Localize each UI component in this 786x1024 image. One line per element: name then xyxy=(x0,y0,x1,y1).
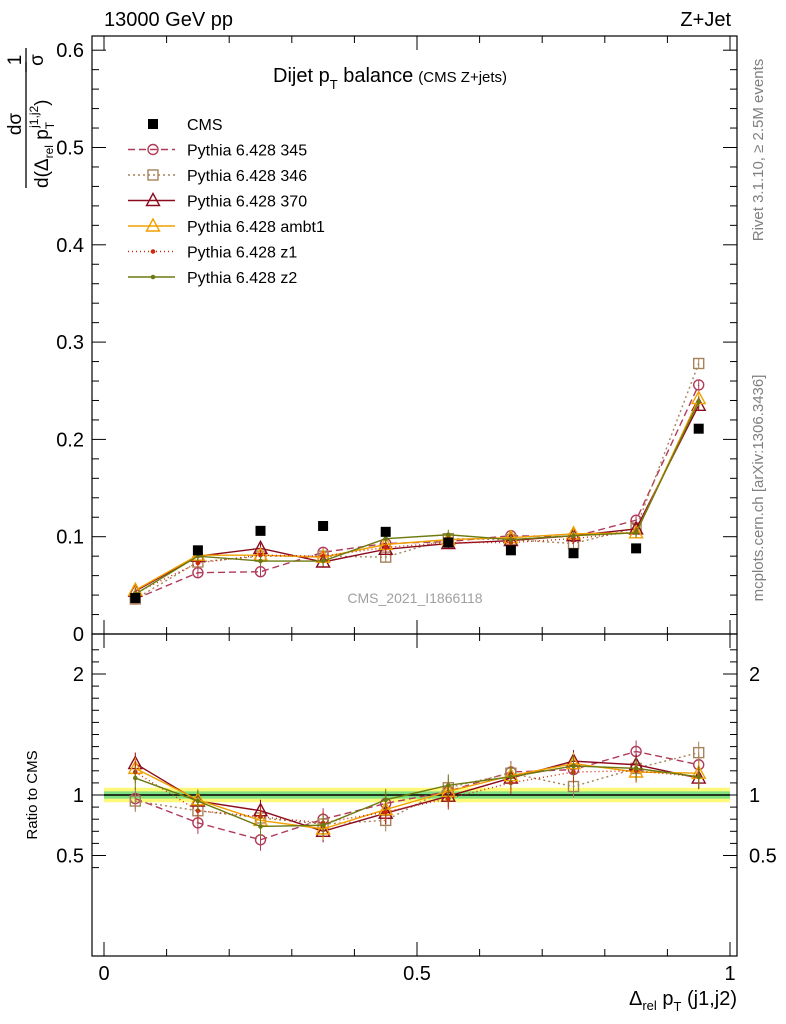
series-2-point xyxy=(378,540,394,556)
series-5-point xyxy=(508,537,514,542)
ratio-5-point xyxy=(195,798,201,804)
legend-marker-0 xyxy=(147,143,159,156)
ratio-series-group xyxy=(127,740,707,851)
cms-data-point xyxy=(130,592,141,603)
series-5-point xyxy=(383,536,389,541)
ratio-y-tick-label-right: 0.5 xyxy=(749,846,777,868)
series-5-point xyxy=(320,558,326,564)
series-line-0 xyxy=(135,384,700,600)
main-y-tick-label: 0 xyxy=(73,624,84,646)
ratio-5-point xyxy=(258,824,263,829)
mcplots-label: mcplots.cern.ch [arXiv:1306.3436] xyxy=(750,375,767,602)
legend-label-2: Pythia 6.428 370 xyxy=(187,194,307,211)
legend-label-3: Pythia 6.428 ambt1 xyxy=(187,219,325,236)
series-1-point xyxy=(693,357,705,370)
main-y-tick-label: 0.6 xyxy=(56,40,84,62)
ratio-5-point xyxy=(633,766,639,771)
legend-label-0: Pythia 6.428 345 xyxy=(187,143,307,160)
y-label-dsigma: dσ xyxy=(5,113,26,136)
process-label: Z+Jet xyxy=(680,9,731,31)
legend-label-4: Pythia 6.428 z1 xyxy=(187,245,297,262)
ratio-y-tick-label-right: 2 xyxy=(749,664,760,686)
main-y-tick-label: 0.1 xyxy=(56,527,84,549)
ratio-line-5 xyxy=(135,765,699,828)
y-label-numerator-one: 1 xyxy=(5,55,26,66)
series-line-4 xyxy=(134,401,700,594)
rivet-label: Rivet 3.1.10, ≥ 2.5M events xyxy=(750,59,767,242)
x-axis-label: Δrel pT (j1,j2) xyxy=(629,988,737,1014)
x-tick-label: 0 xyxy=(98,963,109,985)
cms-data-point xyxy=(505,545,516,556)
series-5-point xyxy=(258,558,263,564)
main-series-group xyxy=(127,357,707,605)
main-axis-ticks: 0 0.1 0.2 0.3 0.4 0.5 0.6 xyxy=(56,36,737,646)
series-4-point xyxy=(383,545,389,550)
series-0-point xyxy=(693,379,705,391)
ratio-5-point xyxy=(320,822,326,828)
x-tick-label: 0.5 xyxy=(403,963,431,985)
main-y-axis-label: 1 σ dσ d(Δrel pTj1,j2) xyxy=(5,48,57,188)
series-4-point xyxy=(195,560,201,566)
energy-label: 13000 GeV pp xyxy=(104,9,233,31)
series-line-1 xyxy=(134,363,700,600)
legend-label-1: Pythia 6.428 346 xyxy=(187,168,307,185)
y-label-denominator: d(Δrel pTj1,j2) xyxy=(27,100,57,188)
x-tick-label: 1 xyxy=(724,963,735,985)
ratio-line-0 xyxy=(135,750,699,841)
ratio-5-point xyxy=(446,783,451,788)
cms-data-point xyxy=(380,526,391,537)
cms-data-point xyxy=(192,545,203,556)
legend-label-5: Pythia 6.428 z2 xyxy=(187,270,297,287)
cms-data-point xyxy=(631,543,642,554)
ratio-5-point xyxy=(696,774,702,780)
y-label-sigma: σ xyxy=(27,54,48,66)
cms-data-point xyxy=(443,537,454,548)
ratio-4-point xyxy=(446,796,451,801)
series-5-point xyxy=(446,532,451,538)
ratio-5-point xyxy=(508,774,514,780)
ratio-y-tick-label: 1 xyxy=(73,785,84,807)
analysis-watermark: CMS_2021_I1866118 xyxy=(347,590,482,606)
plot-title: Dijet pT balance (CMS Z+jets) xyxy=(273,65,507,92)
legend-marker-5 xyxy=(150,274,156,280)
ratio-1-point xyxy=(693,746,705,759)
legend-marker-2 xyxy=(145,192,161,207)
series-0-point xyxy=(254,566,267,578)
series-line-2 xyxy=(134,405,700,592)
ratio-5-point xyxy=(383,797,389,803)
cms-data-markers xyxy=(130,423,704,603)
main-y-tick-label: 0.4 xyxy=(56,235,84,257)
ratio-y-tick-label: 0.5 xyxy=(56,846,84,868)
main-y-tick-label: 0.5 xyxy=(56,138,84,160)
ratio-y-axis-label: Ratio to CMS xyxy=(24,750,41,839)
ratio-5-point xyxy=(571,763,576,769)
ratio-line-2 xyxy=(134,760,699,833)
ratio-axis-ticks: 0.5 0.5 1 1 2 2 0 0.5 1 xyxy=(56,634,777,985)
legend-marker-1 xyxy=(147,169,159,181)
series-line-5 xyxy=(134,401,700,595)
main-y-tick-label: 0.2 xyxy=(56,429,84,451)
legend-cms-marker xyxy=(148,119,158,129)
cms-data-point xyxy=(568,548,579,559)
series-line-3 xyxy=(134,398,700,591)
ratio-y-tick-label: 2 xyxy=(73,664,84,686)
main-y-tick-label: 0.3 xyxy=(56,332,84,354)
legend-marker-4 xyxy=(150,249,156,254)
series-5-point xyxy=(571,533,576,539)
legend-cms-label: CMS xyxy=(187,117,223,134)
cms-data-point xyxy=(318,520,329,531)
legend-marker-3 xyxy=(145,217,161,232)
ratio-5-point xyxy=(133,775,138,781)
series-5-point xyxy=(696,399,702,404)
ratio-y-tick-label-right: 1 xyxy=(749,785,760,807)
legend: CMS Pythia 6.428 345 Pythia 6.428 346 Pythi… xyxy=(128,117,325,287)
series-5-point xyxy=(633,530,639,536)
cms-data-point xyxy=(255,525,266,536)
cms-data-point xyxy=(693,423,704,434)
ratio-1-point xyxy=(129,795,142,807)
